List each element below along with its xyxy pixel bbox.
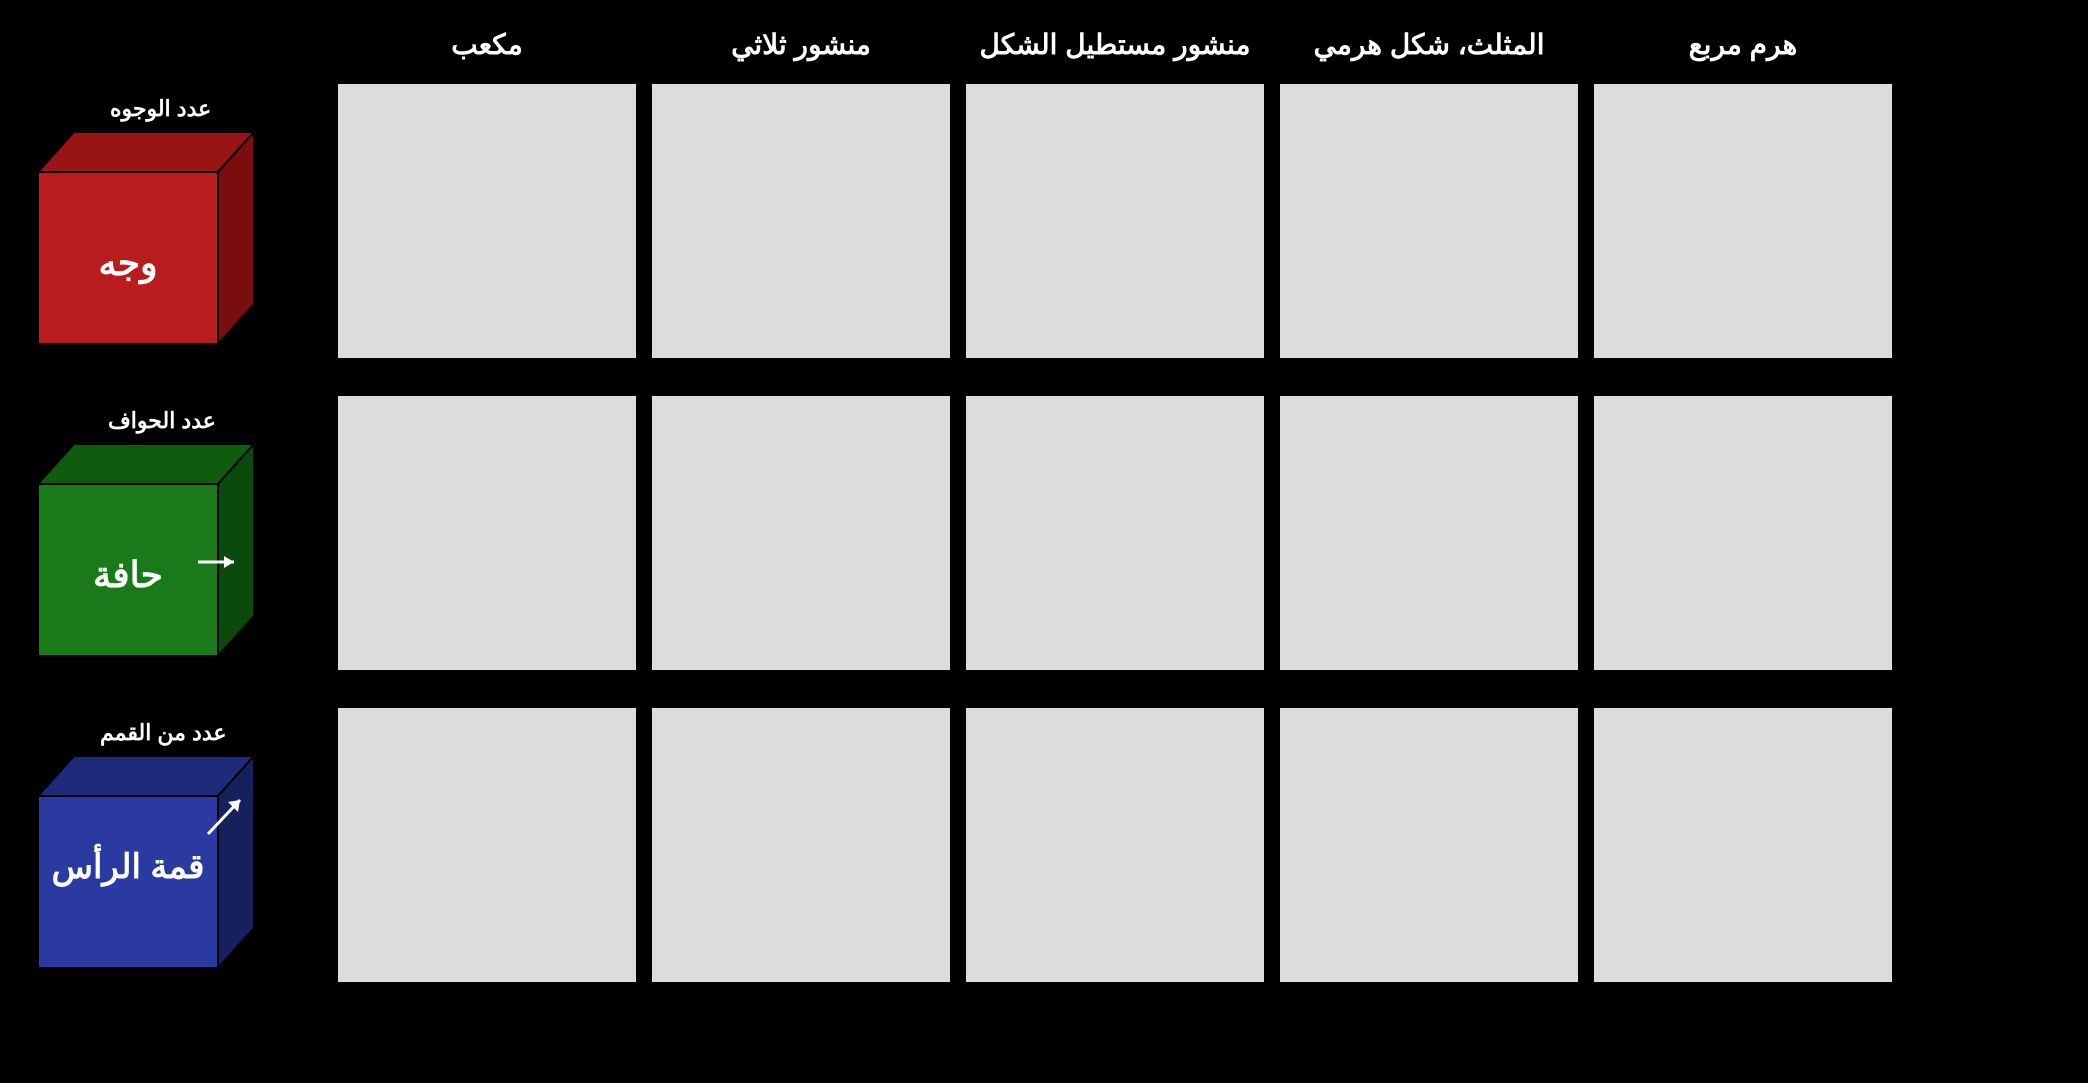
- table-cell: [964, 706, 1266, 984]
- col-header-4: هرم مربع: [1592, 28, 1894, 61]
- table-cell: [650, 706, 952, 984]
- cube-icon: [38, 444, 258, 656]
- row-label-0: عدد الوجوه: [110, 96, 211, 122]
- cube-label: قمة الرأس: [38, 848, 218, 887]
- col-header-3: المثلث، شكل هرمي: [1278, 28, 1580, 61]
- col-header-1: منشور ثلاثي: [650, 28, 952, 61]
- col-header-0: مكعب: [336, 28, 638, 61]
- table-cell: [336, 82, 638, 360]
- col-header-2: منشور مستطيل الشكل: [964, 28, 1266, 61]
- shapes-grid: مكعب منشور ثلاثي منشور مستطيل الشكل المث…: [0, 0, 2088, 1083]
- table-cell: [1278, 82, 1580, 360]
- table-cell: [1592, 394, 1894, 672]
- cube-vertices: قمة الرأس: [38, 756, 258, 968]
- table-cell: [650, 82, 952, 360]
- cube-label: وجه: [38, 242, 218, 283]
- row-label-1: عدد الحواف: [108, 408, 216, 434]
- table-cell: [336, 394, 638, 672]
- cube-icon: [38, 132, 258, 344]
- cube-faces: وجه: [38, 132, 258, 344]
- row-label-2: عدد من القمم: [100, 720, 227, 746]
- table-cell: [1278, 706, 1580, 984]
- table-cell: [336, 706, 638, 984]
- table-cell: [1592, 706, 1894, 984]
- cube-edges: حافة: [38, 444, 258, 656]
- table-cell: [1592, 82, 1894, 360]
- table-cell: [964, 394, 1266, 672]
- table-cell: [964, 82, 1266, 360]
- table-cell: [650, 394, 952, 672]
- cube-label: حافة: [38, 554, 218, 595]
- table-cell: [1278, 394, 1580, 672]
